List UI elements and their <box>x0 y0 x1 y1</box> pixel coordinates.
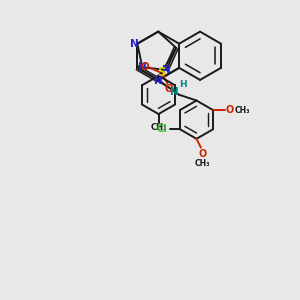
Text: CH₃: CH₃ <box>195 159 210 168</box>
Text: O: O <box>141 62 150 72</box>
Text: CH₃: CH₃ <box>235 106 250 115</box>
Text: O: O <box>225 105 233 115</box>
Text: N: N <box>154 76 163 86</box>
Text: N: N <box>130 39 139 49</box>
Text: Cl: Cl <box>157 124 168 134</box>
Text: N: N <box>162 65 171 75</box>
Text: H: H <box>179 80 187 89</box>
Text: N: N <box>170 87 179 97</box>
Text: O: O <box>198 148 206 158</box>
Text: S: S <box>157 66 166 79</box>
Text: O: O <box>164 84 173 94</box>
Text: N: N <box>138 62 147 72</box>
Text: CH₃: CH₃ <box>150 123 167 132</box>
